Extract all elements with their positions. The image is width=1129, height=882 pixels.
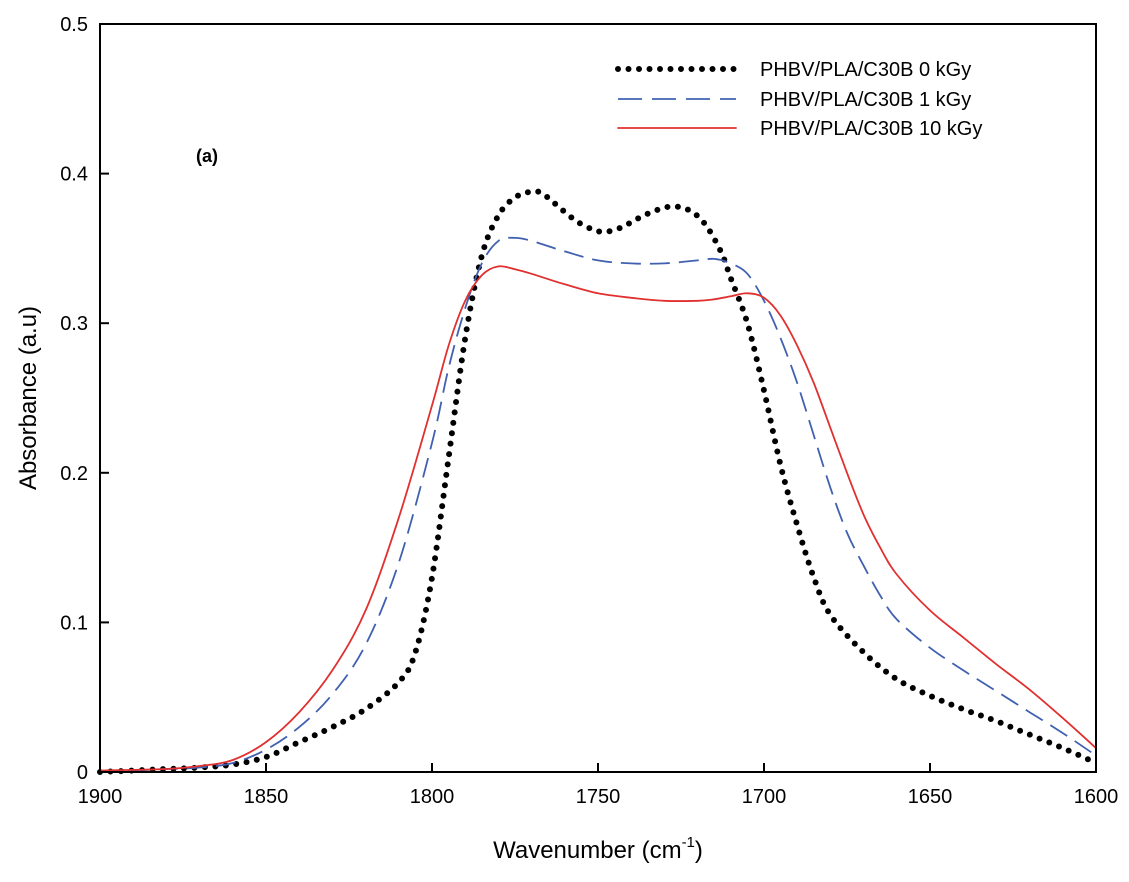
ticks-layer: 1900 1850 1800 1750 1700 1650 1600 0 0.1 0.2 0.3 0.… xyxy=(60,14,1118,808)
legend-label: PHBV/PLA/C30B 1 kGy xyxy=(760,89,971,111)
panel-annotation: (a) xyxy=(196,146,218,166)
x-tick-label: 1750 xyxy=(576,786,621,808)
series-layer xyxy=(97,188,1099,775)
y-tick-label: 0.3 xyxy=(60,313,88,335)
x-axis-label: Wavenumber (cm-1) xyxy=(493,834,703,864)
x-axis-label-superscript: -1 xyxy=(682,834,695,851)
legend: PHBV/PLA/C30B 0 kGy PHBV/PLA/C30B 1 kGy PH… xyxy=(615,59,982,140)
y-tick-label: 0.1 xyxy=(60,612,88,634)
y-tick-label: 0.2 xyxy=(60,463,88,485)
x-axis-label-main: Wavenumber (cm xyxy=(493,837,681,864)
x-tick-label: 1700 xyxy=(742,786,787,808)
legend-label: PHBV/PLA/C30B 10 kGy xyxy=(760,118,982,140)
x-tick-label: 1600 xyxy=(1074,786,1119,808)
series-line-phbv-pla-c30b-0-kgy xyxy=(97,188,1099,775)
x-tick-label: 1900 xyxy=(78,786,123,808)
x-tick-label: 1650 xyxy=(908,786,953,808)
x-tick-label: 1800 xyxy=(410,786,455,808)
x-axis-label-suffix: ) xyxy=(695,837,703,864)
y-tick-label: 0.5 xyxy=(60,14,88,36)
series-line-phbv-pla-c30b-10-kgy xyxy=(99,265,1097,772)
legend-label: PHBV/PLA/C30B 0 kGy xyxy=(760,59,971,81)
y-tick-label: 0 xyxy=(77,762,88,784)
series-line-phbv-pla-c30b-1-kgy xyxy=(99,236,1097,773)
x-tick-label: 1850 xyxy=(244,786,289,808)
y-tick-label: 0.4 xyxy=(60,164,88,186)
y-axis-label: Absorbance (a.u) xyxy=(15,306,42,490)
